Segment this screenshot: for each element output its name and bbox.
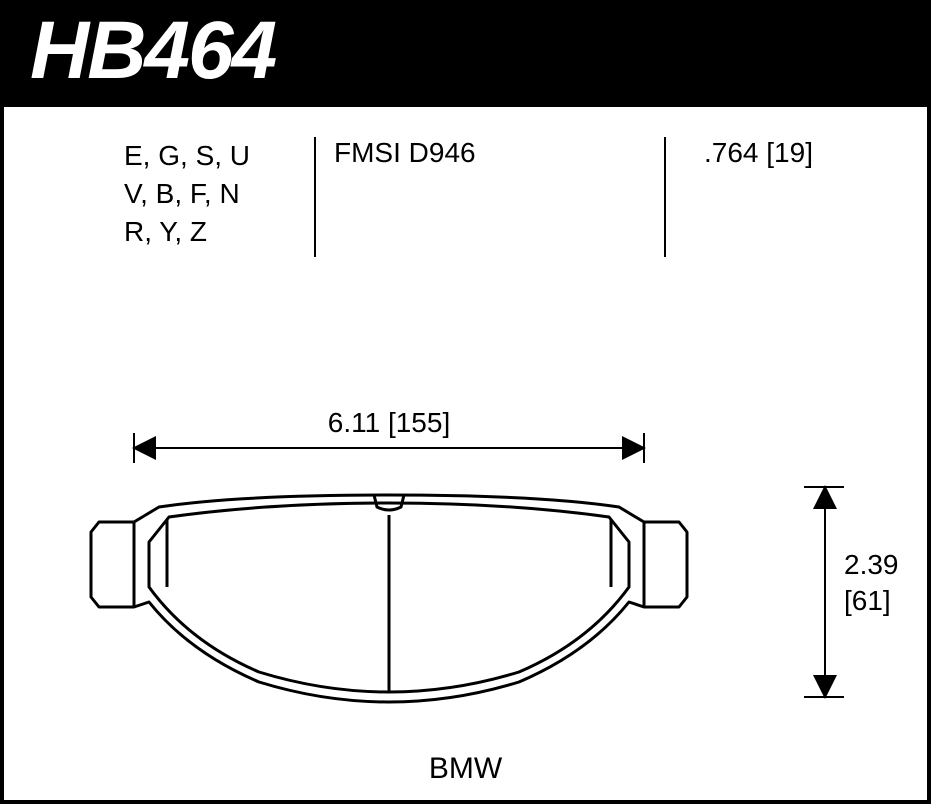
diagram-area: 6.11 [155] <box>4 377 927 740</box>
height-mm: [61] <box>844 583 899 619</box>
brake-pad-outline <box>89 487 689 707</box>
width-dim-line <box>134 447 644 449</box>
dim-tick <box>643 433 645 463</box>
compounds-line: E, G, S, U <box>124 137 334 175</box>
part-number: HB464 <box>30 10 901 92</box>
column-divider <box>314 137 316 257</box>
dim-tick <box>133 433 135 463</box>
header-bar: HB464 <box>0 0 931 107</box>
fmsi-column: FMSI D946 <box>334 137 624 250</box>
arrow-left-icon <box>132 436 156 460</box>
info-row: E, G, S, U V, B, F, N R, Y, Z FMSI D946 … <box>4 107 927 270</box>
column-divider <box>664 137 666 257</box>
height-dim-line <box>824 487 826 697</box>
compounds-line: R, Y, Z <box>124 213 334 251</box>
brand-label: BMW <box>4 752 927 786</box>
compounds-line: V, B, F, N <box>124 175 334 213</box>
width-label: 6.11 [155] <box>134 407 644 439</box>
height-inches: 2.39 <box>844 547 899 583</box>
thickness-column: .764 [19] <box>624 137 867 250</box>
arrow-up-icon <box>813 485 837 509</box>
thickness-value: .764 [19] <box>704 137 813 168</box>
height-dimension: 2.39 [61] <box>744 477 904 717</box>
height-label: 2.39 [61] <box>844 547 899 620</box>
arrow-down-icon <box>813 675 837 699</box>
width-dimension: 6.11 [155] <box>134 407 644 449</box>
fmsi-value: FMSI D946 <box>334 137 476 168</box>
content-frame: E, G, S, U V, B, F, N R, Y, Z FMSI D946 … <box>0 107 931 804</box>
compounds-column: E, G, S, U V, B, F, N R, Y, Z <box>124 137 334 250</box>
